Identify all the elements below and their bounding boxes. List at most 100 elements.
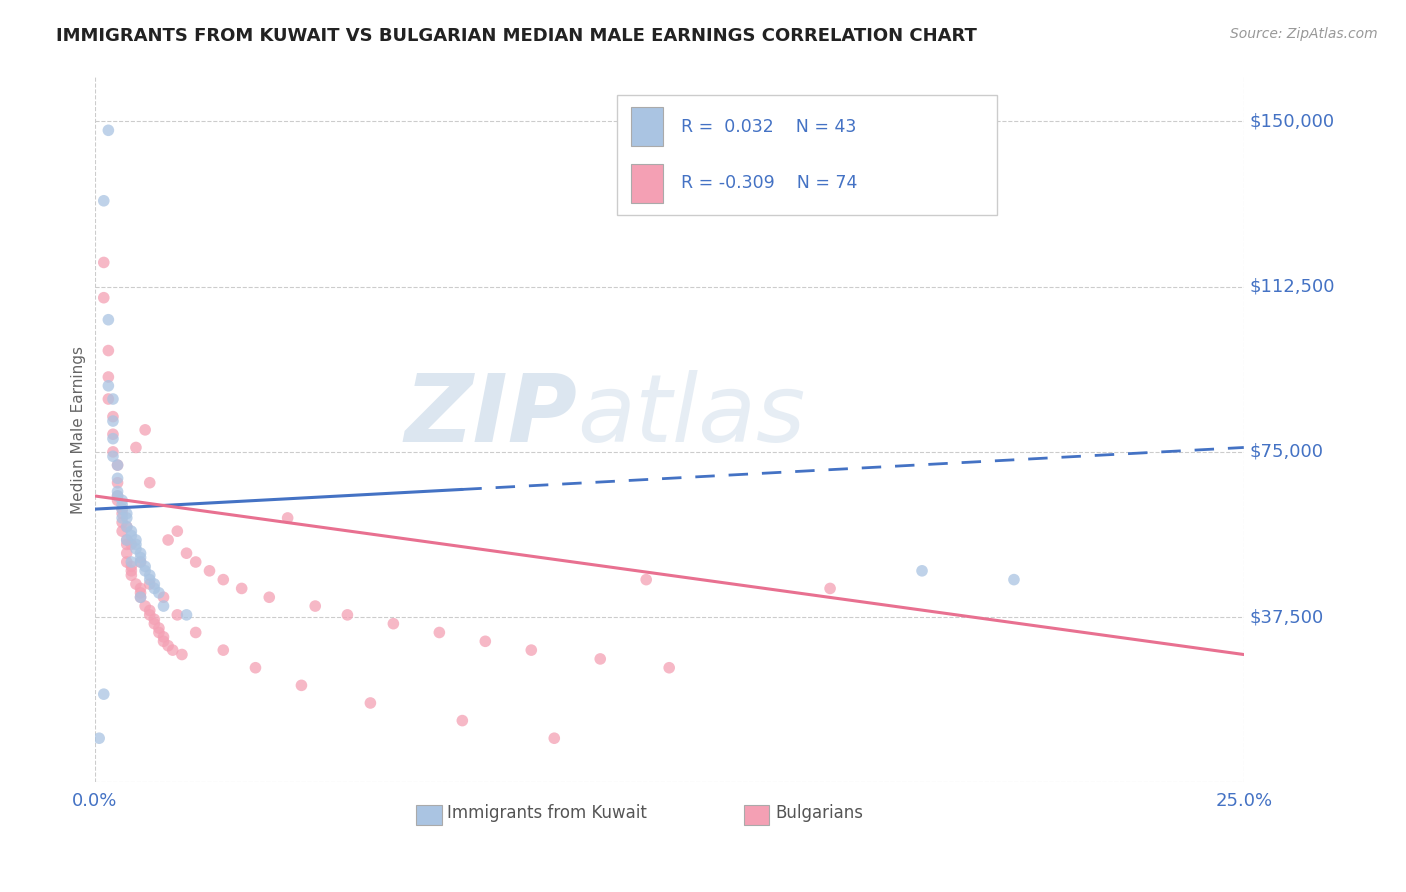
Point: [277, 511, 299, 525]
Point: [143, 582, 166, 596]
Point: [125, 577, 148, 591]
Point: [911, 564, 934, 578]
Point: [101, 392, 124, 406]
Text: $37,500: $37,500: [1250, 608, 1324, 626]
Point: [134, 599, 156, 613]
Point: [129, 546, 152, 560]
Point: [97, 379, 120, 393]
Point: [184, 625, 207, 640]
Point: [166, 607, 188, 622]
Point: [111, 498, 134, 512]
Point: [97, 370, 120, 384]
Point: [101, 432, 124, 446]
Point: [120, 555, 142, 569]
Point: [304, 599, 326, 613]
Point: [152, 630, 174, 644]
Point: [129, 550, 152, 565]
Point: [125, 541, 148, 556]
Point: [138, 577, 160, 591]
Bar: [617, 95, 997, 215]
Point: [97, 343, 120, 358]
Point: [152, 634, 174, 648]
Point: [107, 493, 129, 508]
Point: [143, 616, 166, 631]
Point: [359, 696, 381, 710]
Point: [589, 652, 612, 666]
Point: [107, 471, 129, 485]
Text: R = -0.309    N = 74: R = -0.309 N = 74: [681, 174, 858, 192]
Point: [152, 599, 174, 613]
Point: [101, 409, 124, 424]
Point: [336, 607, 359, 622]
Point: [111, 493, 134, 508]
Point: [107, 458, 129, 472]
Point: [89, 731, 111, 746]
Point: [111, 516, 134, 530]
Point: [115, 507, 138, 521]
Point: [212, 643, 235, 657]
Point: [138, 568, 160, 582]
Point: [115, 546, 138, 560]
Point: [93, 255, 115, 269]
Point: [111, 511, 134, 525]
Text: R =  0.032    N = 43: R = 0.032 N = 43: [681, 118, 856, 136]
Point: [125, 533, 148, 547]
Text: atlas: atlas: [578, 370, 806, 461]
Text: Immigrants from Kuwait: Immigrants from Kuwait: [447, 804, 647, 822]
Point: [543, 731, 565, 746]
Point: [107, 484, 129, 499]
Text: ZIP: ZIP: [405, 370, 578, 462]
Point: [107, 475, 129, 490]
Point: [120, 537, 142, 551]
Point: [115, 520, 138, 534]
Point: [107, 489, 129, 503]
Point: [115, 533, 138, 547]
Point: [520, 643, 543, 657]
Point: [134, 559, 156, 574]
Point: [120, 524, 142, 538]
Point: [134, 564, 156, 578]
Point: [129, 555, 152, 569]
Point: [101, 427, 124, 442]
Point: [143, 577, 166, 591]
Bar: [416, 805, 441, 824]
Point: [152, 591, 174, 605]
Point: [115, 511, 138, 525]
Point: [148, 586, 170, 600]
Point: [259, 591, 281, 605]
Point: [115, 533, 138, 547]
Point: [111, 507, 134, 521]
Point: [97, 123, 120, 137]
Point: [111, 524, 134, 538]
Point: [115, 555, 138, 569]
Point: [198, 564, 221, 578]
Point: [474, 634, 496, 648]
Point: [176, 607, 198, 622]
Point: [382, 616, 405, 631]
Point: [129, 591, 152, 605]
Point: [162, 643, 184, 657]
Point: [101, 450, 124, 464]
Point: [138, 603, 160, 617]
Point: [138, 607, 160, 622]
Text: IMMIGRANTS FROM KUWAIT VS BULGARIAN MEDIAN MALE EARNINGS CORRELATION CHART: IMMIGRANTS FROM KUWAIT VS BULGARIAN MEDI…: [56, 27, 977, 45]
Point: [93, 194, 115, 208]
Text: $150,000: $150,000: [1250, 112, 1334, 130]
Point: [148, 621, 170, 635]
Text: $75,000: $75,000: [1250, 443, 1323, 461]
Point: [143, 612, 166, 626]
Point: [451, 714, 474, 728]
Point: [120, 528, 142, 542]
Text: Bulgarians: Bulgarians: [775, 804, 863, 822]
Point: [129, 586, 152, 600]
Point: [111, 502, 134, 516]
Point: [97, 392, 120, 406]
Text: Source: ZipAtlas.com: Source: ZipAtlas.com: [1230, 27, 1378, 41]
Point: [170, 648, 193, 662]
Point: [129, 582, 152, 596]
Point: [107, 489, 129, 503]
Bar: [631, 107, 664, 146]
Point: [125, 441, 148, 455]
Bar: [744, 805, 769, 824]
Point: [818, 582, 841, 596]
